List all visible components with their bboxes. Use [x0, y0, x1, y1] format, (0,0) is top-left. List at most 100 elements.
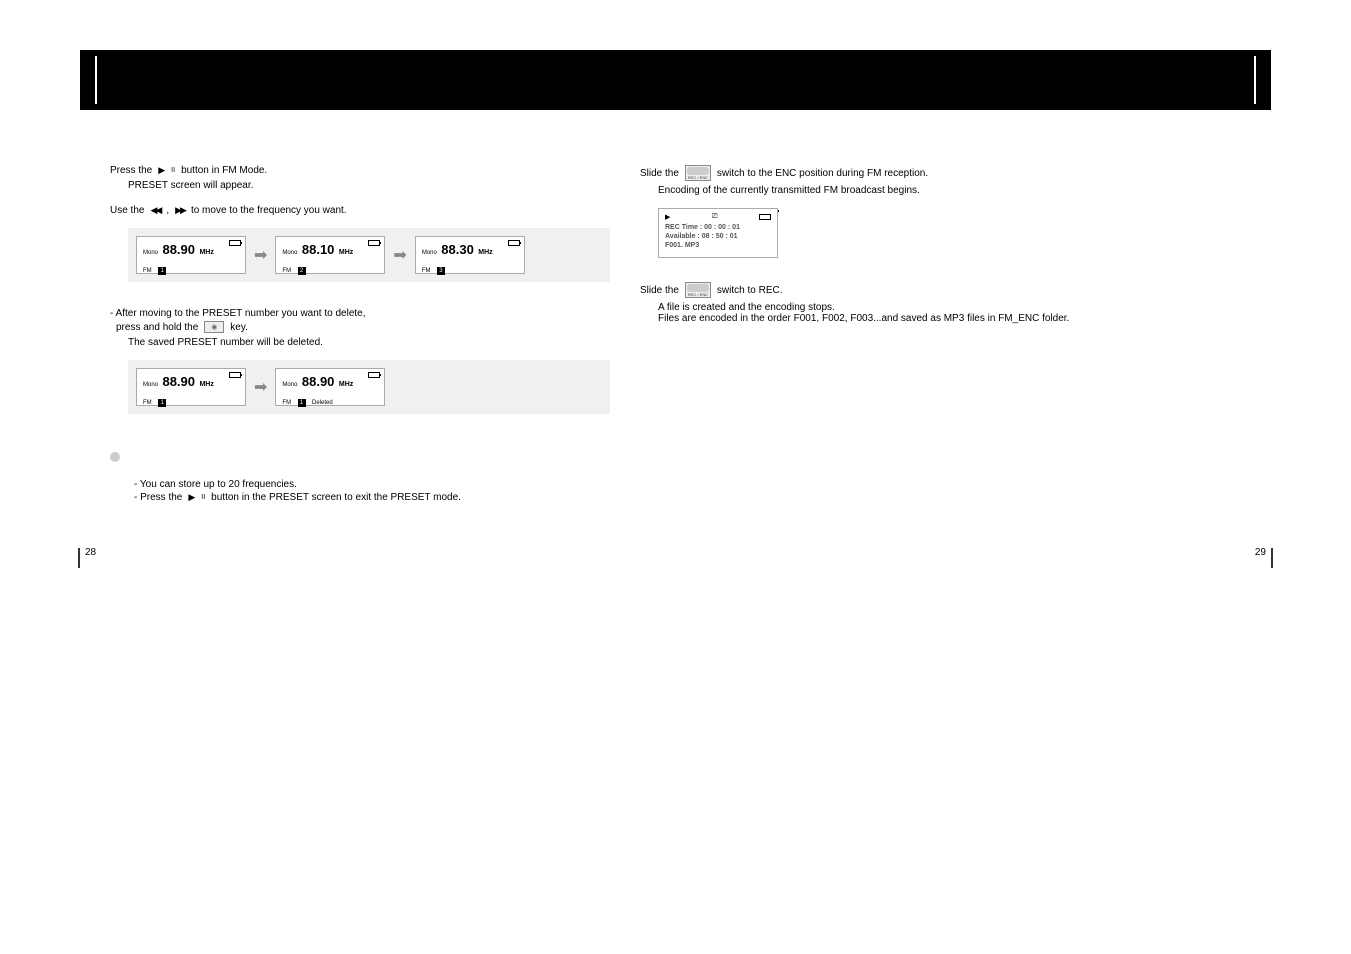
freq-value: 88.10: [302, 242, 335, 257]
step1-text-a: Press the: [110, 165, 152, 176]
r-step1-row: Slide the REC / ENC switch to the ENC po…: [640, 165, 1140, 181]
deleted-label: Deleted: [312, 400, 333, 406]
available-value: 08 : 50 : 01: [702, 233, 738, 240]
radio-display-del-1: Mono 88.90 MHz FM 1: [136, 368, 246, 406]
step1-row: Press the ▶ II button in FM Mode.: [110, 165, 610, 176]
freq-value: 88.90: [302, 374, 335, 389]
mono-label: Mono: [422, 250, 437, 256]
arrow-icon: ➡: [393, 245, 406, 265]
r-step2-text-a: Slide the: [640, 285, 679, 296]
page-number-right: 29: [1255, 547, 1266, 558]
freq-unit: MHz: [339, 249, 353, 256]
preset-num: 1: [158, 267, 166, 275]
battery-icon: [229, 372, 241, 378]
step2-text-b: to move to the frequency you want.: [191, 205, 347, 216]
delete-text-b: press and hold the: [116, 322, 198, 333]
delete-displays: Mono 88.90 MHz FM 1 ➡ Mono 88.90 MHz FM …: [128, 360, 610, 414]
tick-top-right: [1254, 56, 1256, 104]
left-page-content: Press the ▶ II button in FM Mode. PRESET…: [110, 165, 610, 507]
freq-unit: MHz: [199, 381, 213, 388]
mono-label: Mono: [143, 382, 158, 388]
delete-text-a: - After moving to the PRESET number you …: [110, 306, 610, 321]
play-icon: ▶: [158, 165, 165, 176]
preset-num: 1: [158, 399, 166, 407]
arrow-icon: ➡: [254, 245, 267, 265]
step1-sub: PRESET screen will appear.: [128, 180, 610, 191]
play-icon: ▶: [188, 492, 195, 503]
fm-label: FM: [282, 268, 291, 274]
play-triangle-icon: ▶: [665, 213, 670, 221]
switch-label: REC / ENC: [686, 292, 710, 297]
step1-text-b: button in FM Mode.: [181, 165, 267, 176]
delete-row: press and hold the key.: [116, 321, 610, 333]
r-step2-row: Slide the REC / ENC switch to REC.: [640, 282, 1140, 298]
radio-display-2: Mono 88.10 MHz FM 2: [275, 236, 385, 274]
note-dot-icon: [110, 452, 120, 462]
r-step2-sub2: Files are encoded in the order F001, F00…: [658, 313, 1078, 324]
mono-label: Mono: [282, 250, 297, 256]
frequency-displays: Mono 88.90 MHz FM 1 ➡ Mono 88.10 MHz FM …: [128, 228, 610, 282]
fm-label: FM: [143, 268, 152, 274]
note2-row: - Press the ▶ II button in the PRESET sc…: [134, 492, 610, 503]
freq-value: 88.90: [162, 242, 195, 257]
fm-label: FM: [143, 400, 152, 406]
mono-label: Mono: [282, 382, 297, 388]
header-bar: [80, 50, 1271, 110]
rec-enc-switch-icon: REC / ENC: [685, 282, 711, 298]
r-step2-text-b: switch to REC.: [717, 285, 783, 296]
available-label: Available :: [665, 233, 702, 240]
r-step1-text-a: Slide the: [640, 168, 679, 179]
step2-row: Use the ◀◀ , ▶▶ to move to the frequency…: [110, 205, 610, 216]
enc-top-row: ▶ ⎚: [665, 213, 771, 221]
comma: ,: [166, 205, 169, 216]
note1: - You can store up to 20 frequencies.: [134, 477, 610, 492]
freq-unit: MHz: [339, 381, 353, 388]
fm-label: FM: [422, 268, 431, 274]
r-step1-sub: Encoding of the currently transmitted FM…: [658, 185, 1140, 196]
battery-icon: [759, 214, 771, 220]
radio-display-1: Mono 88.90 MHz FM 1: [136, 236, 246, 274]
preset-num: 1: [298, 399, 306, 407]
pause-icon: II: [201, 494, 205, 501]
rec-time-line: REC Time : 00 : 00 : 01: [665, 223, 771, 232]
rewind-icon: ◀◀: [150, 205, 160, 216]
note2-b: button in the PRESET screen to exit the …: [211, 492, 461, 503]
enc-display: ▶ ⎚ REC Time : 00 : 00 : 01 Available : …: [658, 208, 778, 258]
radio-display-3: Mono 88.30 MHz FM 3: [415, 236, 525, 274]
delete-sub: The saved PRESET number will be deleted.: [128, 337, 610, 348]
rec-time-value: 00 : 00 : 01: [704, 224, 740, 231]
radio-display-del-2: Mono 88.90 MHz FM 1 Deleted: [275, 368, 385, 406]
battery-icon: [368, 372, 380, 378]
forward-icon: ▶▶: [175, 205, 185, 216]
note2-a: - Press the: [134, 492, 182, 503]
freq-value: 88.30: [441, 242, 474, 257]
step2-text-a: Use the: [110, 205, 144, 216]
menu-key-icon: [204, 321, 224, 333]
mono-label: Mono: [143, 250, 158, 256]
rec-time-label: REC Time :: [665, 224, 704, 231]
freq-value: 88.90: [162, 374, 195, 389]
battery-icon: [508, 240, 520, 246]
switch-label: REC / ENC: [686, 175, 710, 180]
available-line: Available : 08 : 50 : 01: [665, 232, 771, 241]
right-page-content: Slide the REC / ENC switch to the ENC po…: [640, 165, 1140, 324]
freq-unit: MHz: [478, 249, 492, 256]
preset-num: 3: [437, 267, 445, 275]
usb-icon: ⎚: [712, 213, 718, 221]
tick-left: [78, 548, 80, 568]
battery-icon: [368, 240, 380, 246]
rec-enc-switch-icon: REC / ENC: [685, 165, 711, 181]
fm-label: FM: [282, 400, 291, 406]
page-number-left: 28: [85, 547, 96, 558]
tick-top-left: [95, 56, 97, 104]
filename: F001. MP3: [665, 241, 771, 250]
note-section: - You can store up to 20 frequencies. - …: [128, 477, 610, 503]
arrow-icon: ➡: [254, 377, 267, 397]
tick-right: [1271, 548, 1273, 568]
delete-text-c: key.: [230, 322, 248, 333]
battery-icon: [229, 240, 241, 246]
r-step1-text-b: switch to the ENC position during FM rec…: [717, 168, 928, 179]
r-step2-sub1: A file is created and the encoding stops…: [658, 302, 1140, 313]
preset-num: 2: [298, 267, 306, 275]
freq-unit: MHz: [199, 249, 213, 256]
